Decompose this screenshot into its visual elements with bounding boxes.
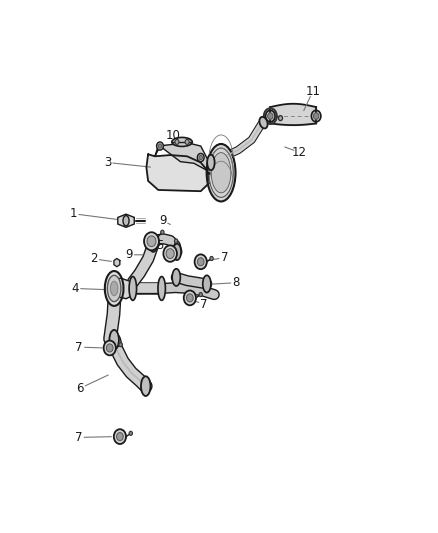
Circle shape: [147, 236, 156, 247]
Circle shape: [117, 433, 123, 441]
Ellipse shape: [203, 276, 211, 293]
Circle shape: [163, 245, 177, 262]
Circle shape: [185, 140, 189, 144]
Circle shape: [106, 344, 113, 352]
Polygon shape: [118, 214, 134, 227]
Text: 11: 11: [305, 85, 320, 98]
Ellipse shape: [105, 271, 124, 306]
Circle shape: [311, 110, 321, 122]
Polygon shape: [146, 154, 209, 191]
Ellipse shape: [259, 117, 268, 128]
Text: 9: 9: [159, 214, 166, 227]
Text: 12: 12: [292, 146, 307, 159]
Circle shape: [104, 341, 116, 356]
Circle shape: [279, 116, 283, 120]
Ellipse shape: [110, 281, 118, 296]
Text: 7: 7: [221, 251, 228, 264]
Ellipse shape: [110, 330, 119, 350]
Ellipse shape: [211, 152, 231, 193]
Text: 5: 5: [156, 239, 164, 252]
Ellipse shape: [123, 216, 129, 226]
Circle shape: [199, 293, 202, 297]
Ellipse shape: [207, 144, 236, 201]
Text: 2: 2: [90, 253, 98, 265]
Ellipse shape: [129, 277, 137, 301]
Text: 9: 9: [125, 248, 133, 261]
Ellipse shape: [173, 244, 181, 260]
Text: 8: 8: [233, 276, 240, 289]
Circle shape: [198, 258, 204, 266]
Circle shape: [199, 156, 202, 159]
Text: 4: 4: [71, 282, 79, 295]
Ellipse shape: [172, 269, 180, 286]
Polygon shape: [114, 259, 120, 266]
Circle shape: [268, 113, 273, 119]
Text: 7: 7: [75, 341, 83, 353]
Ellipse shape: [149, 236, 157, 252]
Ellipse shape: [172, 138, 192, 147]
Text: 1: 1: [70, 207, 77, 220]
Circle shape: [210, 256, 213, 261]
Circle shape: [161, 230, 164, 235]
Circle shape: [119, 343, 122, 347]
Circle shape: [314, 113, 319, 119]
Circle shape: [144, 232, 159, 251]
Circle shape: [175, 140, 179, 144]
Ellipse shape: [158, 277, 166, 301]
Polygon shape: [155, 143, 209, 171]
Text: 3: 3: [104, 156, 111, 169]
Circle shape: [194, 254, 207, 269]
Ellipse shape: [141, 376, 151, 396]
Ellipse shape: [207, 155, 215, 170]
Text: 10: 10: [166, 130, 181, 142]
Polygon shape: [114, 278, 136, 298]
Circle shape: [158, 144, 162, 148]
Ellipse shape: [107, 276, 121, 302]
Circle shape: [265, 110, 275, 122]
Text: 6: 6: [77, 382, 84, 394]
Text: 7: 7: [75, 431, 82, 444]
Circle shape: [187, 294, 193, 302]
Circle shape: [166, 248, 174, 259]
Circle shape: [184, 290, 196, 305]
Circle shape: [129, 431, 132, 435]
Circle shape: [114, 429, 126, 444]
Circle shape: [157, 142, 163, 150]
Circle shape: [174, 239, 178, 243]
Circle shape: [197, 154, 204, 161]
Text: 7: 7: [200, 297, 208, 311]
